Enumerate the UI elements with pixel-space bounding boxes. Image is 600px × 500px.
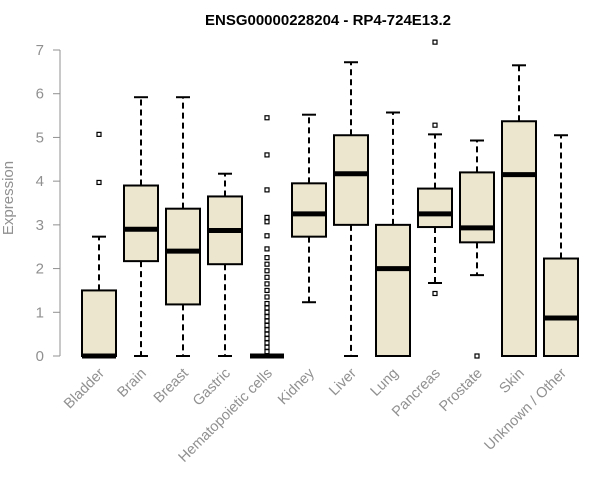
- box-kidney: [291, 113, 327, 304]
- x-tick-label: Prostate: [436, 366, 485, 415]
- outlier-point: [264, 115, 270, 121]
- y-axis: 0 1 2 3 4 5 6 7: [36, 42, 61, 365]
- y-tick-label: 5: [36, 129, 44, 146]
- iqr-box: [291, 182, 327, 238]
- x-tick-label: Kidney: [275, 365, 318, 408]
- iqr-box: [123, 184, 159, 263]
- iqr-box: [165, 207, 201, 306]
- outlier-point: [264, 318, 270, 324]
- outlier-point: [264, 255, 270, 261]
- x-tick-label: Lung: [368, 366, 402, 400]
- y-tick-label: 7: [36, 42, 44, 59]
- outlier-point: [264, 281, 270, 287]
- x-tick-label: Skin: [497, 366, 528, 397]
- box-brain: [123, 96, 159, 357]
- outlier-point: [264, 214, 270, 221]
- box-hematopoietic-cells: [250, 115, 284, 359]
- y-axis-label: Expression: [0, 161, 17, 235]
- outlier-point: [264, 340, 270, 346]
- outlier-point: [264, 294, 270, 300]
- x-tick-label: Brain: [115, 366, 150, 401]
- outlier-point: [264, 314, 270, 320]
- outlier-point: [264, 246, 270, 252]
- iqr-box: [543, 257, 579, 358]
- outlier-point: [264, 335, 270, 342]
- outlier-point: [264, 305, 270, 311]
- outlier-point: [96, 131, 102, 137]
- x-tick-label: Liver: [326, 365, 360, 399]
- outlier-point: [264, 327, 270, 333]
- y-tick-label: 3: [36, 217, 44, 234]
- iqr-box: [417, 187, 453, 229]
- y-tick-label: 2: [36, 261, 44, 278]
- iqr-box: [81, 289, 117, 357]
- x-tick-label: Bladder: [61, 365, 108, 412]
- outlier-point: [264, 233, 270, 239]
- outlier-point: [264, 344, 270, 350]
- outlier-point: [264, 309, 270, 315]
- y-tick-label: 0: [36, 348, 44, 365]
- boxes: [81, 39, 579, 359]
- outlier-point: [264, 331, 270, 337]
- box-lung: [375, 111, 411, 357]
- outlier-point: [264, 261, 270, 267]
- box-bladder: [81, 131, 117, 359]
- iqr-box: [501, 120, 537, 357]
- iqr-box: [459, 171, 495, 244]
- outlier-point: [432, 290, 438, 297]
- outlier-point: [264, 274, 270, 280]
- x-tick-label: Breast: [151, 366, 192, 407]
- outlier-point: [264, 322, 270, 328]
- y-tick-label: 4: [36, 173, 44, 190]
- outlier-point: [264, 300, 270, 307]
- outlier-point: [432, 122, 438, 128]
- iqr-box: [375, 223, 411, 357]
- outlier-point: [432, 39, 438, 45]
- box-unknown-other: [543, 134, 579, 358]
- chart-title: ENSG00000228204 - RP4-724E13.2: [205, 12, 451, 29]
- outlier-point: [264, 287, 270, 294]
- box-breast: [165, 96, 201, 357]
- y-tick-label: 1: [36, 304, 44, 321]
- box-liver: [333, 61, 369, 357]
- outlier-point: [96, 179, 102, 186]
- outlier-point: [474, 353, 480, 359]
- outlier-point: [264, 152, 270, 158]
- box-gastric: [207, 172, 243, 357]
- box-pancreas: [417, 39, 453, 297]
- y-tick-label: 6: [36, 86, 44, 103]
- outlier-point: [264, 219, 270, 225]
- outlier-point: [264, 268, 270, 274]
- outlier-point: [264, 349, 270, 355]
- iqr-box: [333, 134, 369, 226]
- box-skin: [501, 64, 537, 357]
- box-prostate: [459, 139, 495, 359]
- outlier-point: [264, 187, 270, 193]
